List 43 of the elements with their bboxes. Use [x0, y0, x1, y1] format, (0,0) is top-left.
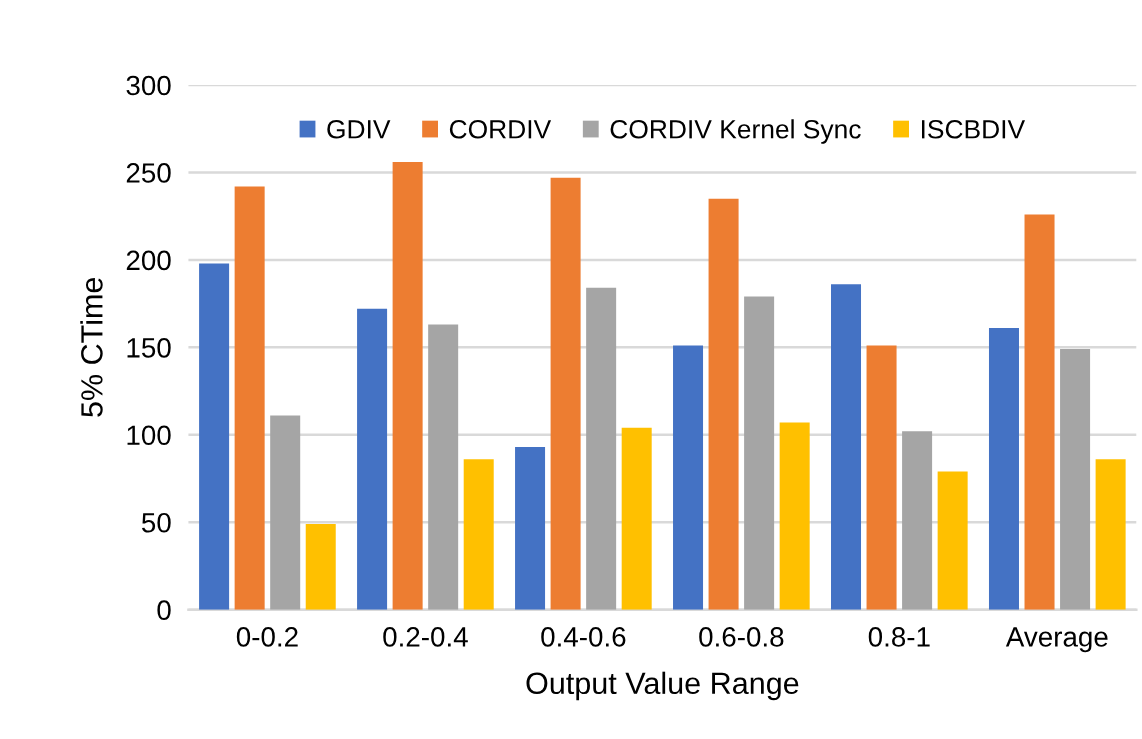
x-axis-title: Output Value Range [526, 671, 799, 701]
bar [988, 328, 1019, 610]
legend-label: GDIV [327, 119, 391, 139]
bar [392, 161, 423, 610]
bar [937, 471, 968, 610]
bar [428, 324, 459, 610]
y-tick-label: 200 [126, 250, 171, 271]
x-tick-label: 0-0.2 [236, 627, 298, 647]
bar [463, 459, 494, 610]
bar [866, 345, 897, 610]
x-tick-label: 0.8-1 [868, 627, 930, 647]
bar [305, 523, 336, 610]
y-tick-label: 50 [141, 512, 171, 533]
legend-label: CORDIV [449, 119, 552, 139]
bar [902, 431, 933, 610]
y-tick-label: 0 [157, 600, 171, 621]
y-tick-label: 100 [127, 425, 171, 446]
bar [621, 427, 652, 610]
bar [1060, 349, 1091, 610]
bar [357, 308, 388, 610]
y-tick-label: 250 [126, 163, 171, 183]
bar [779, 422, 810, 610]
y-axis-title: 5% CTime [80, 277, 103, 417]
x-tick-label: 0.6-0.8 [699, 627, 784, 647]
legend-label: CORDIV Kernel Sync [610, 119, 861, 144]
bar [708, 198, 739, 610]
x-tick-label: Average [1005, 627, 1108, 653]
y-tick-label: 300 [126, 75, 171, 96]
bar [199, 263, 230, 610]
bar [586, 287, 617, 610]
bar [673, 345, 704, 610]
bar [270, 415, 301, 610]
y-tick-label: 150 [127, 338, 171, 358]
bar [515, 447, 546, 610]
bar [831, 284, 862, 610]
bar [1024, 214, 1055, 610]
legend-label: ISCBDIV [921, 119, 1026, 139]
x-tick-label: 0.4-0.6 [541, 627, 626, 647]
bar [550, 177, 581, 610]
bar [234, 186, 265, 610]
bar [1095, 459, 1126, 610]
x-tick-label: 0.2-0.4 [383, 627, 468, 647]
bar [744, 296, 775, 610]
